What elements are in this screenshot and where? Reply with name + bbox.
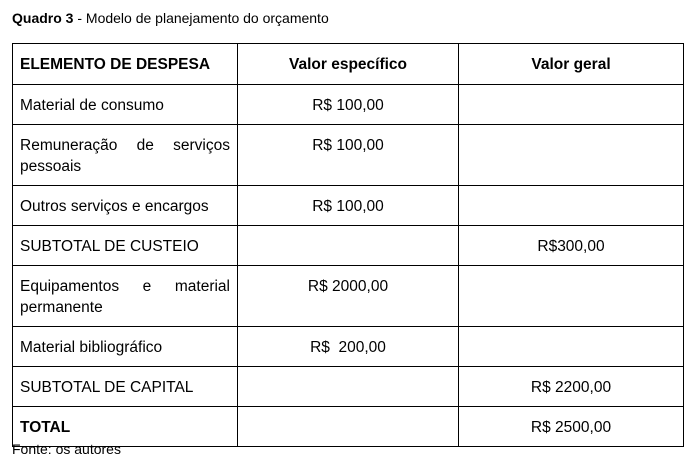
header-specific-value: Valor específico [237, 43, 459, 85]
general-value-cell: R$300,00 [458, 225, 684, 266]
source-note: Fonte: os autores [12, 441, 121, 457]
table-caption: Quadro 3 - Modelo de planejamento do orç… [12, 10, 329, 26]
table-row: Outros serviços e encargos R$ 100,00 [12, 185, 684, 226]
general-value-cell [458, 84, 684, 125]
table-row: Material bibliográfico R$ 200,00 [12, 326, 684, 367]
element-cell: TOTAL [12, 406, 238, 447]
specific-value-cell: R$ 100,00 [237, 84, 459, 125]
general-value-cell [458, 326, 684, 367]
specific-value-cell [237, 225, 459, 266]
table-row: Equipamentos e material permanente R$ 20… [12, 265, 684, 327]
caption-label: Quadro 3 [12, 10, 74, 26]
general-value-cell [458, 124, 684, 186]
specific-value-cell [237, 366, 459, 407]
total-row: TOTAL R$ 2500,00 [12, 406, 684, 447]
header-element: ELEMENTO DE DESPESA [12, 43, 238, 85]
specific-value-cell: R$ 100,00 [237, 124, 459, 186]
table-row: SUBTOTAL DE CAPITAL R$ 2200,00 [12, 366, 684, 407]
specific-value-cell: R$ 100,00 [237, 185, 459, 226]
specific-value-cell [237, 406, 459, 447]
table-row: Material de consumo R$ 100,00 [12, 84, 684, 125]
caption-text: - Modelo de planejamento do orçamento [73, 10, 329, 26]
specific-value-cell: R$ 200,00 [237, 326, 459, 367]
general-value-cell: R$ 2200,00 [458, 366, 684, 407]
specific-value-cell: R$ 2000,00 [237, 265, 459, 327]
header-general-value: Valor geral [458, 43, 684, 85]
budget-table: ELEMENTO DE DESPESA Valor específico Val… [12, 43, 684, 447]
table-row: Remuneração de serviços pessoais R$ 100,… [12, 124, 684, 186]
header-row: ELEMENTO DE DESPESA Valor específico Val… [12, 43, 684, 85]
element-cell: Material bibliográfico [12, 326, 238, 367]
element-cell: Material de consumo [12, 84, 238, 125]
element-cell: Outros serviços e encargos [12, 185, 238, 226]
element-cell: SUBTOTAL DE CUSTEIO [12, 225, 238, 266]
general-value-cell [458, 185, 684, 226]
element-cell: SUBTOTAL DE CAPITAL [12, 366, 238, 407]
general-value-cell [458, 265, 684, 327]
element-cell: Equipamentos e material permanente [12, 265, 238, 327]
table-row: SUBTOTAL DE CUSTEIO R$300,00 [12, 225, 684, 266]
general-value-cell: R$ 2500,00 [458, 406, 684, 447]
element-cell: Remuneração de serviços pessoais [12, 124, 238, 186]
